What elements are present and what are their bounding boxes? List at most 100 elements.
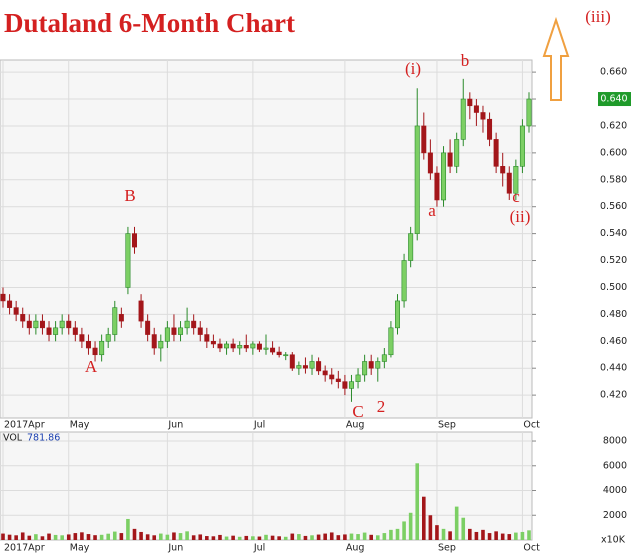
volume-bar	[461, 517, 466, 540]
candle-body	[178, 327, 184, 335]
annotation: B	[124, 186, 135, 205]
volume-bar	[520, 531, 525, 540]
volume-bar	[40, 536, 45, 540]
candle-body	[158, 340, 164, 349]
volume-bar	[145, 534, 150, 540]
candle-body	[230, 343, 236, 349]
volume-bar	[481, 529, 485, 540]
candle-body	[197, 327, 203, 335]
volume-bar	[14, 535, 18, 540]
candle-body	[368, 361, 374, 369]
volume-bar	[264, 534, 268, 540]
candle-body	[217, 343, 223, 349]
candle-body	[171, 327, 177, 335]
candle-body	[506, 172, 512, 194]
y-tick-label: 0.420	[600, 390, 627, 401]
candle-body	[39, 320, 45, 329]
candle-body	[296, 365, 302, 369]
candle-body	[243, 345, 249, 349]
volume-bar	[441, 528, 446, 540]
volume-bar	[422, 496, 426, 540]
candle-body	[263, 347, 269, 350]
x-tick-label: May	[70, 543, 90, 554]
x-tick-label: Aug	[346, 420, 365, 431]
volume-bar	[283, 536, 288, 540]
volume-bar	[99, 534, 104, 540]
candle-body	[394, 300, 400, 329]
volume-bar	[1, 533, 5, 540]
x-tick-label: Jun	[167, 543, 183, 554]
candle-body	[145, 320, 151, 335]
y-tick-label: 0.540	[600, 228, 627, 239]
up-arrow	[542, 16, 570, 101]
volume-bar	[231, 535, 235, 540]
annotation: (iii)	[585, 7, 611, 26]
candle-body	[480, 112, 486, 120]
candle-body	[322, 370, 328, 376]
volume-bar	[205, 536, 209, 540]
candle-body	[33, 320, 39, 329]
candle-body	[250, 343, 256, 349]
volume-bar	[165, 534, 170, 540]
annotation: b	[461, 51, 470, 70]
volume-bar	[297, 534, 301, 540]
volume-bar	[316, 534, 321, 540]
candle-body	[487, 118, 493, 140]
candle-body	[434, 172, 440, 201]
candle-body	[125, 233, 131, 288]
annotation: (i)	[405, 59, 421, 78]
candle-body	[473, 105, 479, 113]
candle-body	[467, 98, 473, 107]
volume-bar	[527, 530, 531, 540]
candle-body	[342, 381, 348, 389]
candle-body	[237, 345, 243, 349]
volume-bar	[428, 515, 433, 540]
candle-body	[362, 361, 368, 376]
volume-bar	[487, 533, 492, 540]
volume-bar	[474, 531, 479, 540]
volume-bar	[270, 535, 275, 540]
candle-body	[92, 347, 98, 356]
volume-bar	[369, 534, 373, 540]
annotation: (ii)	[510, 207, 531, 226]
volume-bar	[237, 536, 242, 540]
candle-body	[270, 347, 276, 353]
candle-body	[375, 361, 381, 369]
volume-bar	[435, 525, 439, 540]
volume-bar	[93, 535, 97, 540]
candle-body	[355, 374, 361, 382]
candle-body	[99, 340, 105, 356]
candle-body	[348, 381, 354, 389]
candle-body	[283, 354, 289, 357]
y-tick-label: 0.440	[600, 363, 627, 374]
volume-bar	[80, 532, 84, 540]
volume-bar	[198, 534, 203, 540]
candle-body	[138, 300, 144, 322]
volume-bar	[185, 531, 189, 540]
candle-body	[184, 320, 190, 329]
volume-bar	[290, 533, 295, 540]
candle-body	[105, 334, 111, 342]
volume-bar	[500, 533, 505, 540]
volume-bar	[323, 533, 327, 540]
candle-body	[20, 314, 26, 322]
y-tick-label: 0.660	[600, 67, 627, 78]
annotation: a	[428, 201, 436, 220]
volume-bar	[310, 535, 314, 540]
candle-body	[335, 378, 341, 382]
volume-bar	[494, 531, 498, 540]
volume-bar	[415, 463, 420, 540]
candle-body	[414, 125, 420, 234]
x-tick-label: Oct	[523, 543, 540, 554]
y-tick-label: 0.520	[600, 255, 627, 266]
volume-bar	[454, 506, 459, 540]
x-tick-label: Sep	[438, 543, 456, 554]
y-tick-label: 0.480	[600, 309, 627, 320]
candle-body	[454, 139, 460, 167]
candle-body	[427, 152, 433, 174]
annotation: C	[352, 402, 363, 421]
volume-bar	[218, 534, 222, 540]
volume-bar	[389, 529, 393, 540]
volume-bar	[53, 534, 58, 540]
candle-body	[316, 361, 322, 372]
